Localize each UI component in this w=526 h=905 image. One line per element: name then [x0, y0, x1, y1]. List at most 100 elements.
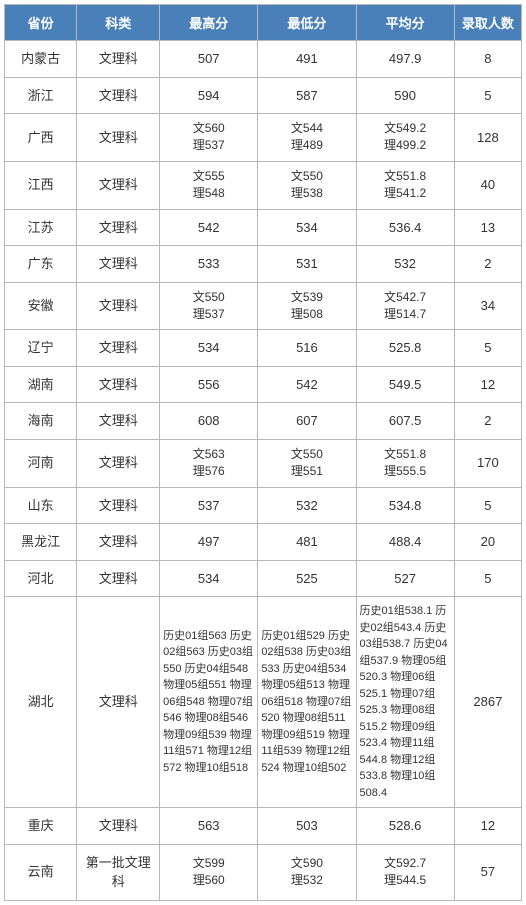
cell-min: 481: [258, 524, 356, 561]
table-row: 湖南文理科556542549.512: [5, 366, 522, 403]
cell-province: 海南: [5, 403, 77, 440]
cell-category: 文理科: [77, 487, 160, 524]
table-row: 重庆文理科563503528.612: [5, 808, 522, 845]
cell-min: 532: [258, 487, 356, 524]
cell-max: 594: [160, 77, 258, 114]
cell-count: 2867: [454, 597, 521, 808]
cell-avg: 历史01组538.1 历史02组543.4 历史03组538.7 历史04组53…: [356, 597, 454, 808]
cell-avg: 590: [356, 77, 454, 114]
cell-max: 563: [160, 808, 258, 845]
cell-count: 2: [454, 246, 521, 283]
cell-min: 503: [258, 808, 356, 845]
cell-max: 556: [160, 366, 258, 403]
cell-min: 534: [258, 209, 356, 246]
admission-score-table: 省份科类最高分最低分平均分录取人数 内蒙古文理科507491497.98浙江文理…: [4, 4, 522, 901]
cell-avg: 607.5: [356, 403, 454, 440]
col-header-0: 省份: [5, 5, 77, 41]
col-header-3: 最低分: [258, 5, 356, 41]
cell-category: 文理科: [77, 114, 160, 162]
table-row: 浙江文理科5945875905: [5, 77, 522, 114]
cell-avg: 536.4: [356, 209, 454, 246]
cell-count: 13: [454, 209, 521, 246]
cell-max: 文550 理537: [160, 282, 258, 330]
cell-max: 534: [160, 560, 258, 597]
table-header-row: 省份科类最高分最低分平均分录取人数: [5, 5, 522, 41]
cell-min: 542: [258, 366, 356, 403]
cell-max: 历史01组563 历史02组563 历史03组550 历史04组548 物理05…: [160, 597, 258, 808]
cell-max: 文563 理576: [160, 439, 258, 487]
cell-max: 608: [160, 403, 258, 440]
cell-max: 534: [160, 330, 258, 367]
cell-count: 12: [454, 808, 521, 845]
cell-category: 文理科: [77, 403, 160, 440]
table-body: 内蒙古文理科507491497.98浙江文理科5945875905广西文理科文5…: [5, 41, 522, 901]
cell-avg: 文551.8 理555.5: [356, 439, 454, 487]
cell-count: 34: [454, 282, 521, 330]
cell-min: 531: [258, 246, 356, 283]
cell-avg: 文551.8 理541.2: [356, 161, 454, 209]
cell-min: 文539 理508: [258, 282, 356, 330]
table-row: 河南文理科文563 理576文550 理551文551.8 理555.5170: [5, 439, 522, 487]
cell-max: 文599 理560: [160, 844, 258, 900]
cell-avg: 文549.2 理499.2: [356, 114, 454, 162]
table-row: 湖北文理科历史01组563 历史02组563 历史03组550 历史04组548…: [5, 597, 522, 808]
cell-max: 文555 理548: [160, 161, 258, 209]
table-row: 广西文理科文560 理537文544 理489文549.2 理499.2128: [5, 114, 522, 162]
cell-category: 文理科: [77, 439, 160, 487]
cell-category: 第一批文理科: [77, 844, 160, 900]
cell-count: 5: [454, 560, 521, 597]
cell-max: 497: [160, 524, 258, 561]
cell-count: 128: [454, 114, 521, 162]
table-row: 云南第一批文理科文599 理560文590 理532文592.7 理544.55…: [5, 844, 522, 900]
cell-category: 文理科: [77, 209, 160, 246]
cell-avg: 549.5: [356, 366, 454, 403]
cell-count: 170: [454, 439, 521, 487]
cell-max: 537: [160, 487, 258, 524]
cell-min: 文544 理489: [258, 114, 356, 162]
col-header-5: 录取人数: [454, 5, 521, 41]
cell-province: 河北: [5, 560, 77, 597]
cell-province: 黑龙江: [5, 524, 77, 561]
table-row: 黑龙江文理科497481488.420: [5, 524, 522, 561]
table-row: 安徽文理科文550 理537文539 理508文542.7 理514.734: [5, 282, 522, 330]
cell-min: 525: [258, 560, 356, 597]
cell-count: 2: [454, 403, 521, 440]
cell-province: 江西: [5, 161, 77, 209]
table-row: 广东文理科5335315322: [5, 246, 522, 283]
cell-province: 安徽: [5, 282, 77, 330]
cell-count: 12: [454, 366, 521, 403]
table-row: 河北文理科5345255275: [5, 560, 522, 597]
cell-max: 507: [160, 41, 258, 78]
cell-max: 533: [160, 246, 258, 283]
cell-avg: 528.6: [356, 808, 454, 845]
cell-category: 文理科: [77, 161, 160, 209]
cell-category: 文理科: [77, 77, 160, 114]
cell-province: 江苏: [5, 209, 77, 246]
cell-category: 文理科: [77, 524, 160, 561]
cell-avg: 文542.7 理514.7: [356, 282, 454, 330]
cell-min: 607: [258, 403, 356, 440]
cell-count: 5: [454, 77, 521, 114]
cell-province: 山东: [5, 487, 77, 524]
table-row: 辽宁文理科534516525.85: [5, 330, 522, 367]
cell-avg: 527: [356, 560, 454, 597]
cell-min: 587: [258, 77, 356, 114]
table-row: 海南文理科608607607.52: [5, 403, 522, 440]
cell-count: 5: [454, 487, 521, 524]
table-row: 江苏文理科542534536.413: [5, 209, 522, 246]
cell-province: 云南: [5, 844, 77, 900]
cell-avg: 488.4: [356, 524, 454, 561]
table-row: 内蒙古文理科507491497.98: [5, 41, 522, 78]
cell-count: 20: [454, 524, 521, 561]
cell-count: 40: [454, 161, 521, 209]
cell-min: 文550 理551: [258, 439, 356, 487]
cell-min: 历史01组529 历史02组538 历史03组533 历史04组534 物理05…: [258, 597, 356, 808]
cell-avg: 497.9: [356, 41, 454, 78]
cell-category: 文理科: [77, 560, 160, 597]
cell-category: 文理科: [77, 808, 160, 845]
cell-min: 516: [258, 330, 356, 367]
cell-province: 浙江: [5, 77, 77, 114]
cell-category: 文理科: [77, 246, 160, 283]
cell-category: 文理科: [77, 330, 160, 367]
cell-category: 文理科: [77, 366, 160, 403]
